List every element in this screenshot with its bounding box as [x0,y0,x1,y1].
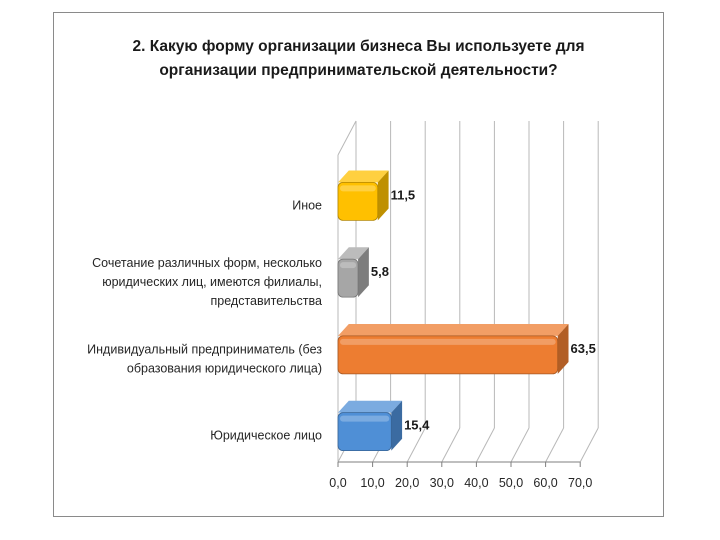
bar-top [338,400,403,413]
category-label: представительства [211,294,323,308]
bar-top [338,247,369,260]
bar-2 [337,247,369,298]
x-tick-label: 70,0 [568,476,592,490]
category-label: Сочетание различных форм, несколько [92,256,322,270]
x-tick-label: 10,0 [360,476,384,490]
bar-4 [337,400,403,452]
x-tick-label: 60,0 [533,476,557,490]
bar-front [337,258,359,298]
category-label: Юридическое лицо [210,429,322,443]
floor-line [441,427,461,463]
bar-highlight [340,185,376,192]
bar-top [338,170,389,183]
x-tick-label: 40,0 [464,476,488,490]
bar-front [337,412,392,452]
floor-line [406,427,426,463]
chart-title-line-1: 2. Какую форму организации бизнеса Вы ис… [132,38,585,55]
category-label: Индивидуальный предприниматель (без [87,342,322,356]
category-label: образования юридического лица) [127,361,322,375]
bar-side [391,400,403,451]
bar-side [377,170,389,221]
bar-3 [337,323,569,375]
floor-line [475,427,495,463]
data-label: 63,5 [571,341,596,356]
x-tick-label: 0,0 [329,476,346,490]
bar-front [337,181,379,221]
floor-line [510,427,530,463]
bar-1 [337,170,389,221]
bar-highlight [340,415,390,422]
data-label: 5,8 [371,264,389,279]
bar-highlight [340,262,357,269]
bar-highlight [340,338,556,345]
left-wall-top [337,120,357,156]
x-tick-label: 20,0 [395,476,419,490]
data-label: 15,4 [404,418,430,433]
floor-line [579,427,599,463]
data-label: 11,5 [391,187,416,202]
x-tick-label: 50,0 [499,476,523,490]
bar-side [358,247,369,298]
bar-side [557,323,569,374]
floor-line [545,427,565,463]
chart-title-line-2: организации предпринимательской деятельн… [159,62,558,79]
bars: 11,5 Иное 5,8 Сочетание различных форм, нес… [87,170,596,452]
bar-front [337,335,559,375]
category-label: юридических лиц, имеются филиалы, [102,275,322,289]
x-tick-label: 30,0 [430,476,454,490]
chart-title: 2. Какую форму организации бизнеса Вы ис… [54,35,663,83]
bar-top [338,323,569,336]
x-axis: 0,0 10,0 20,0 30,0 40,0 50,0 60,0 70,0 [329,461,592,490]
category-label: Иное [292,198,322,212]
